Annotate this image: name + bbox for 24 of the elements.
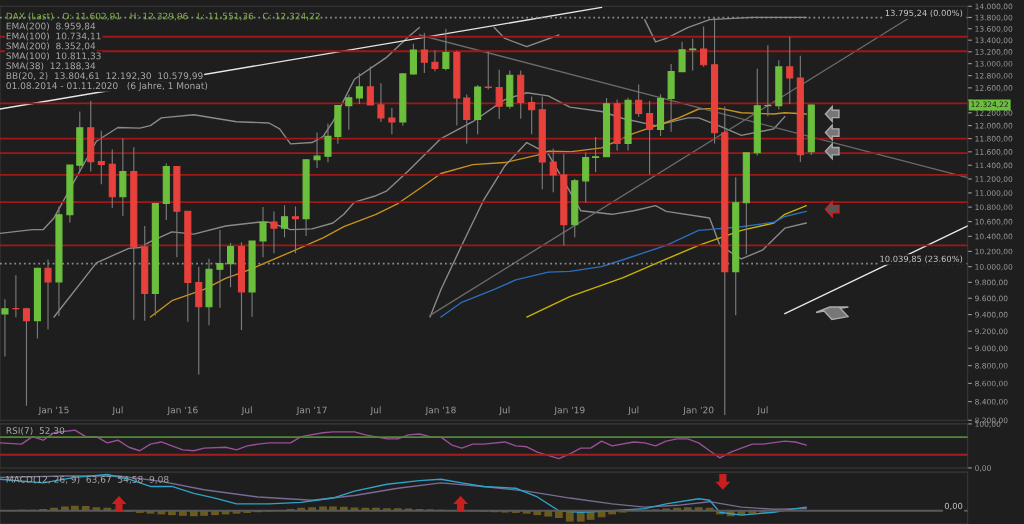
x-tick-label: Jul — [498, 406, 510, 416]
ref-line-label: 0,00 — [944, 502, 963, 510]
annotation: EMA(100) 10.734,11 — [6, 32, 101, 41]
ref-line-label: 10.039,85 (23.60%) — [880, 255, 963, 263]
annotation: SMA(200) 8.352,04 — [6, 42, 96, 51]
x-tick-label: Jul — [241, 406, 252, 416]
annotation: 01.08.2014 - 01.11.2020 (6 Jahre, 1 Monat) — [6, 82, 208, 91]
text: DAX (Last) O: 11.602,91 H: 12.329,96 L: 11.551,36 C: 12.324,22 — [6, 12, 320, 21]
x-tick-label: Jan '20 — [682, 406, 714, 416]
x-tick-label: Jan '17 — [296, 406, 327, 416]
x-tick-label: Jan '18 — [425, 406, 456, 416]
annotation: RSI(7) 52,30 — [6, 427, 65, 436]
annotation: EMA(200) 8.959,84 — [6, 22, 96, 31]
annotation: BB(20, 2) 13.804,61 12.192,30 10.579,99 — [6, 72, 203, 81]
x-tick-label: Jul — [370, 406, 381, 416]
x-tick-label: Jan '19 — [553, 406, 585, 416]
x-tick-label: Jan '15 — [38, 406, 69, 416]
ref-line-label: 13.795,24 (0.00%) — [885, 9, 963, 18]
x-tick-label: Jul — [112, 406, 123, 416]
x-tick-label: Jul — [627, 406, 639, 416]
annotation: SMA(38) 12.188,34 — [6, 62, 96, 71]
x-tick-label: Jan '16 — [167, 406, 198, 416]
annotation: SMA(100) 10.811,33 — [6, 52, 101, 61]
x-tick-label: Jul — [757, 406, 768, 416]
